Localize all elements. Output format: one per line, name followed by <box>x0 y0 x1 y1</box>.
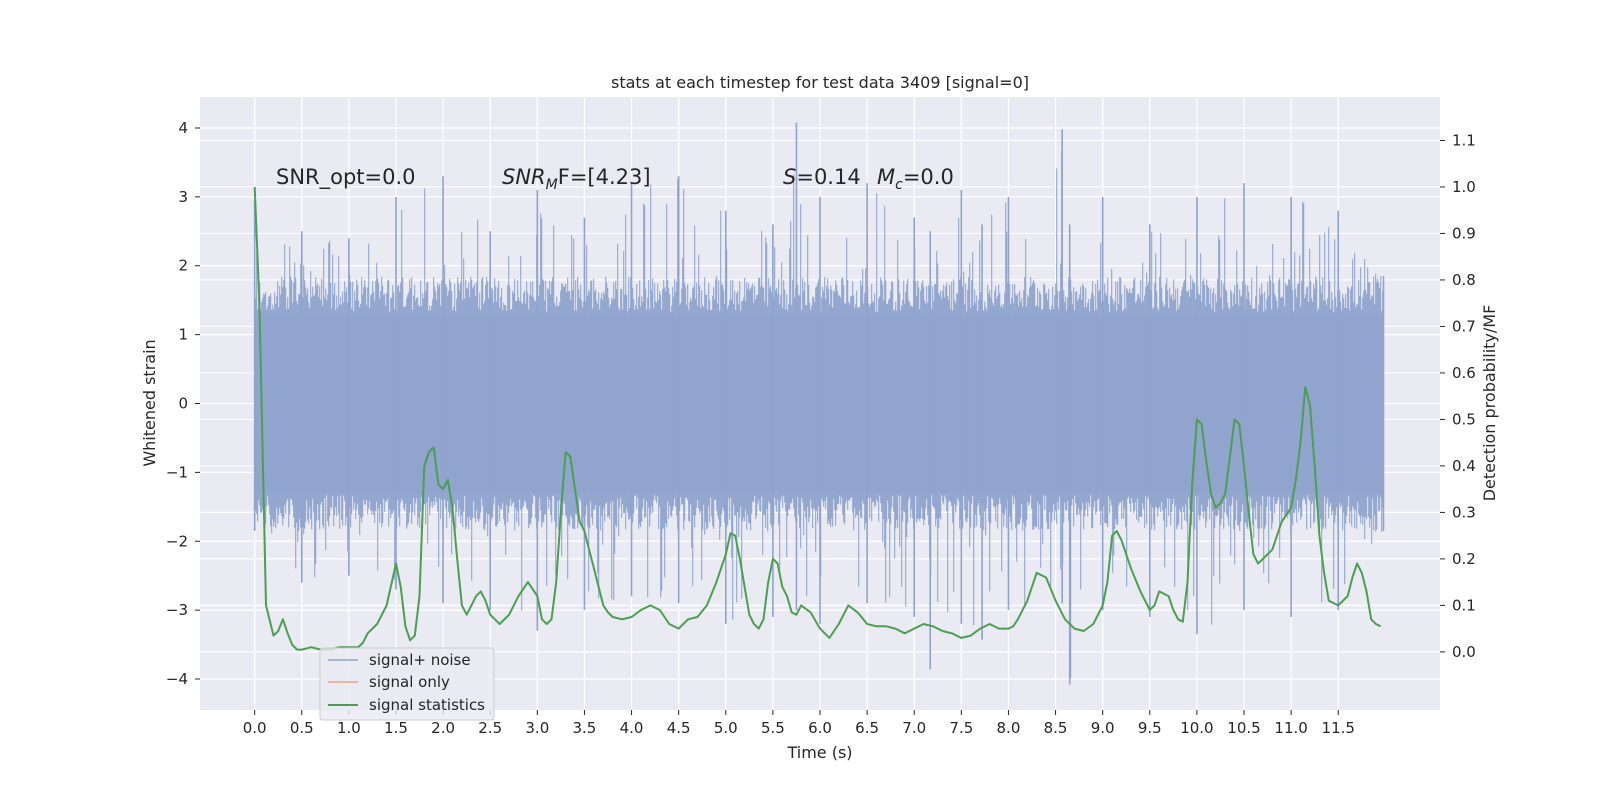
y-right-tick-label: 0.9 <box>1452 224 1476 242</box>
x-tick-label: 6.5 <box>855 719 879 737</box>
legend-label-signal-statistics: signal statistics <box>369 696 485 714</box>
y-right-tick-label: 1.1 <box>1452 131 1476 149</box>
x-tick-label: 5.0 <box>714 719 738 737</box>
x-tick-label: 0.5 <box>290 719 314 737</box>
x-tick-label: 8.5 <box>1044 719 1068 737</box>
x-tick-label: 3.0 <box>525 719 549 737</box>
legend-label-signal-noise: signal+ noise <box>369 651 471 669</box>
x-tick-label: 11.0 <box>1274 719 1307 737</box>
x-tick-label: 1.0 <box>337 719 361 737</box>
statistics-line <box>253 186 1382 651</box>
annotation-mc-rest: =0.0 <box>903 165 954 189</box>
legend-label-signal-only: signal only <box>369 673 450 691</box>
x-tick-label: 11.5 <box>1322 719 1355 737</box>
y-left-tick-label: 1 <box>178 326 188 344</box>
annotation-mc: Mc=0.0 <box>877 165 954 193</box>
y-right-tick-label: 0.4 <box>1452 457 1476 475</box>
legend: signal+ noise signal only signal statist… <box>319 647 495 721</box>
x-tick-label: 4.5 <box>667 719 691 737</box>
annotation-s-rest: =0.14 <box>796 165 860 189</box>
axis-ticks: 0.0 0.5 1.0 1.5 2.0 2.5 3.0 3.5 4.0 4.5 5.0 5.5 6.0 6… <box>166 119 1476 737</box>
y-left-tick-label: 2 <box>178 257 188 275</box>
annotation-mc-italic: M <box>877 165 895 189</box>
x-tick-label: 0.0 <box>243 719 267 737</box>
y-right-tick-label: 0.2 <box>1452 550 1476 568</box>
y-left-tick-label: −4 <box>166 670 188 688</box>
x-tick-label: 9.0 <box>1091 719 1115 737</box>
x-tick-label: 5.5 <box>761 719 785 737</box>
annotation-snr-opt: SNR_opt=0.0 <box>276 165 416 190</box>
y-left-tick-label: −3 <box>166 601 188 619</box>
x-tick-label: 1.5 <box>384 719 408 737</box>
x-tick-label: 7.0 <box>902 719 926 737</box>
y-right-tick-label: 0.3 <box>1452 503 1476 521</box>
y-right-tick-label: 0.0 <box>1452 643 1476 661</box>
y-right-tick-label: 0.7 <box>1452 317 1476 335</box>
y-axis-label-right: Detection probability/MF <box>1480 305 1499 502</box>
statistics-series <box>253 186 1382 651</box>
x-tick-label: 6.0 <box>808 719 832 737</box>
x-tick-label: 3.5 <box>573 719 597 737</box>
y-right-tick-label: 0.8 <box>1452 271 1476 289</box>
chart-title: stats at each timestep for test data 340… <box>611 73 1029 92</box>
annotation-snr-mf: SNRMF=[4.23] <box>502 165 651 193</box>
y-right-tick-label: 1.0 <box>1452 178 1476 196</box>
y-left-tick-label: −2 <box>166 532 188 550</box>
y-left-tick-label: −1 <box>166 463 188 481</box>
x-tick-label: 4.0 <box>620 719 644 737</box>
x-tick-label: 10.5 <box>1227 719 1260 737</box>
x-tick-label: 2.0 <box>431 719 455 737</box>
x-tick-label: 8.0 <box>997 719 1021 737</box>
x-tick-label: 7.5 <box>949 719 973 737</box>
y-left-tick-label: 4 <box>178 119 188 137</box>
annotation-snr-mf-sub: M <box>546 177 558 193</box>
y-left-tick-label: 3 <box>178 188 188 206</box>
y-right-tick-label: 0.5 <box>1452 410 1476 428</box>
x-tick-label: 2.5 <box>478 719 502 737</box>
y-axis-label-left: Whitened strain <box>140 339 159 466</box>
y-right-tick-label: 0.6 <box>1452 364 1476 382</box>
y-left-tick-label: 0 <box>178 395 188 413</box>
annotation-snr-mf-rest: F=[4.23] <box>558 165 651 189</box>
x-tick-label: 9.5 <box>1138 719 1162 737</box>
x-axis-label: Time (s) <box>786 743 852 762</box>
y-right-tick-label: 0.1 <box>1452 596 1476 614</box>
annotation-mc-sub: c <box>895 177 903 193</box>
annotation-snr-mf-italic: SNR <box>502 165 546 189</box>
annotation-s: S=0.14 <box>783 165 861 189</box>
annotation-s-italic: S <box>783 165 796 189</box>
x-tick-label: 10.0 <box>1180 719 1213 737</box>
noise-series <box>253 122 1385 685</box>
legend-box <box>319 647 495 721</box>
